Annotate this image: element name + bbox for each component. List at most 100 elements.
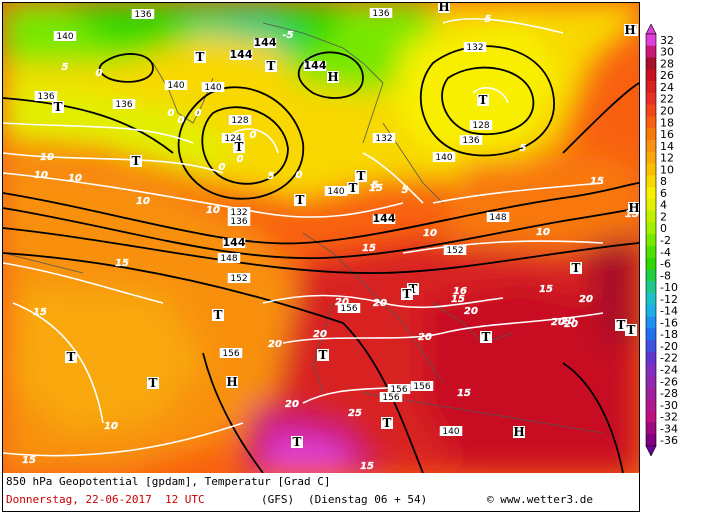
legend-label: -34 (660, 422, 678, 435)
low-pressure-marker-bg (625, 324, 637, 336)
pressure-label: 128 (472, 121, 489, 131)
legend-swatch (646, 281, 656, 294)
temperature-label: 5 (62, 62, 69, 73)
high-pressure-marker-bg (628, 202, 639, 214)
pressure-label-bg (227, 207, 251, 217)
low-pressure-marker-bg (147, 377, 159, 389)
temperature-label: 0 (296, 170, 303, 181)
low-pressure-center: T (67, 350, 76, 364)
temperature-label: 15 (22, 455, 36, 466)
map-title: 850 hPa Geopotential [gpdam], Temperatur… (6, 475, 331, 488)
pressure-label: 140 (442, 427, 459, 437)
legend-label: 32 (660, 34, 674, 47)
low-pressure-marker-bg (570, 262, 582, 274)
legend-label: -22 (660, 352, 678, 365)
temperature-label: 20 (268, 339, 282, 350)
pressure-label-bg (459, 135, 483, 145)
legend-label: 6 (660, 187, 667, 200)
pressure-label-bg (221, 133, 245, 143)
legend-label: 8 (660, 175, 667, 188)
pressure-label: 148 (489, 213, 506, 223)
temperature-label: 20 (335, 297, 349, 308)
high-pressure-center: H (226, 375, 237, 389)
high-pressure-marker-bg (226, 376, 238, 388)
temperature-label: 15 (457, 388, 471, 399)
low-pressure-center: T (54, 100, 63, 114)
temperature-label: 0 (219, 162, 226, 173)
temperature-label: 0 (195, 108, 202, 119)
legend-label: 0 (660, 222, 667, 235)
high-pressure-center: H (624, 23, 635, 37)
temperature-label: 25 (348, 408, 362, 419)
pressure-label-bg (253, 38, 277, 48)
temperature-label: 5 (268, 171, 275, 182)
legend-label: -6 (660, 258, 671, 271)
high-pressure-marker-bg (513, 426, 525, 438)
pressure-label: 136 (462, 136, 479, 146)
legend-swatch (646, 340, 656, 353)
temperature-label: 15 (362, 243, 376, 254)
pressure-label: 144 (230, 48, 253, 61)
legend-label: -26 (660, 375, 678, 388)
low-pressure-center: T (293, 435, 302, 449)
pressure-label: 156 (222, 349, 239, 359)
pressure-label-bg (34, 91, 58, 101)
pressure-label: 136 (230, 217, 247, 227)
low-pressure-center: T (196, 50, 205, 64)
legend-swatch (646, 139, 656, 153)
high-pressure-marker-bg (438, 3, 450, 13)
pressure-label: 136 (134, 10, 151, 20)
pressure-label: 140 (327, 187, 344, 197)
low-pressure-marker-bg (615, 319, 627, 331)
legend-label: -24 (660, 363, 678, 376)
high-pressure-marker-bg (624, 24, 636, 36)
pressure-label-bg (228, 115, 252, 125)
temperature-label: 5 (372, 180, 379, 191)
temperature-label: 0 (237, 154, 244, 165)
legend-label: -30 (660, 399, 678, 412)
legend-label: 4 (660, 199, 667, 212)
forecast-date: Donnerstag, 22-06-2017 12 UTC (6, 493, 205, 506)
low-pressure-center: T (132, 154, 141, 168)
legend-swatch (646, 163, 656, 176)
pressure-label: 140 (56, 32, 73, 42)
temperature-label: 15 (369, 183, 383, 194)
pressure-label: 144 (304, 59, 327, 72)
pressure-label: 132 (230, 208, 247, 218)
pressure-label-bg (463, 42, 487, 52)
temperature-label: 10 (104, 421, 118, 432)
temperature-label: 10 (68, 173, 82, 184)
legend-swatch (646, 304, 656, 317)
legend-label: 14 (660, 140, 674, 153)
legend-label: 24 (660, 81, 674, 94)
temperature-label: 15 (590, 176, 604, 187)
temperature-label: 10 (423, 228, 437, 239)
legend-label: 2 (660, 210, 667, 223)
temperature-label: 16 (453, 286, 467, 297)
low-pressure-center: T (617, 318, 626, 332)
low-pressure-center: T (296, 193, 305, 207)
temperature-label: 20 (373, 298, 387, 309)
copyright-link[interactable]: © www.wetter3.de (487, 493, 593, 506)
pressure-label: 140 (435, 153, 452, 163)
low-pressure-marker-bg (347, 182, 359, 194)
pressure-label-bg (369, 8, 393, 18)
legend-swatch (646, 34, 656, 47)
pressure-label-bg (324, 186, 348, 196)
legend-swatch (646, 234, 656, 247)
temperature-label: 0 (178, 115, 185, 126)
low-pressure-marker-bg (381, 417, 393, 429)
low-pressure-center: T (383, 416, 392, 430)
legend-swatch (646, 375, 656, 388)
temperature-label: 5 (402, 185, 409, 196)
low-pressure-marker-bg (480, 331, 492, 343)
temperature-label: 20 (561, 316, 575, 327)
low-pressure-marker-bg (291, 436, 303, 448)
high-pressure-center: H (438, 3, 449, 14)
temperature-label: 10 (34, 170, 48, 181)
color-legend-bar: 32302826242220181614121086420-2-4-6-8-10… (645, 24, 678, 456)
low-pressure-center: T (235, 140, 244, 154)
low-pressure-marker-bg (65, 351, 77, 363)
temperature-label: 20 (285, 399, 299, 410)
